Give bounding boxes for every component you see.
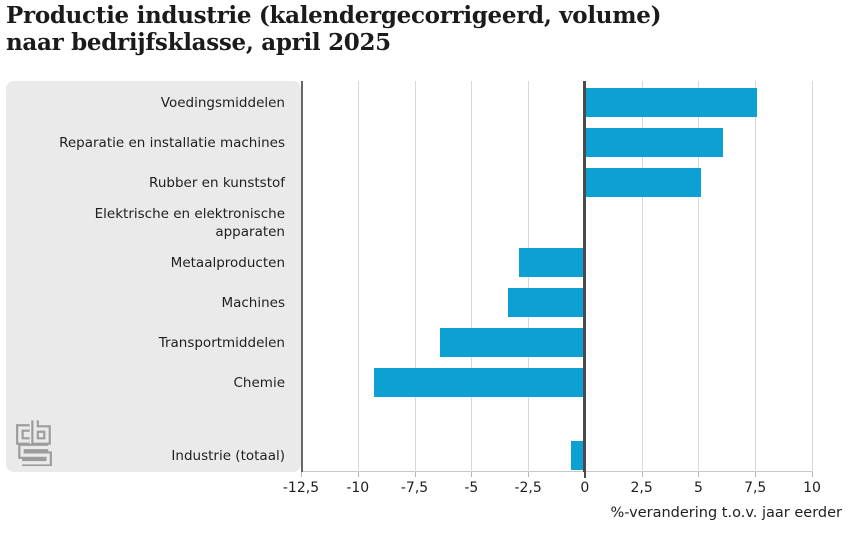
- gridline: [357, 81, 359, 472]
- menu-icon[interactable]: [832, 7, 856, 27]
- category-panel: [6, 81, 301, 472]
- tick-mark: [698, 472, 700, 477]
- bar[interactable]: [439, 328, 585, 357]
- y-axis-line: [301, 81, 303, 472]
- tick-mark: [414, 472, 416, 477]
- x-axis-line: [301, 471, 812, 472]
- category-label: Metaalproducten: [170, 254, 285, 271]
- x-tick-label: -7,5: [400, 480, 429, 496]
- x-tick-label: 5: [693, 480, 703, 496]
- plot-area: [301, 81, 813, 472]
- gridline: [698, 81, 700, 472]
- category-label: Industrie (totaal): [171, 447, 285, 464]
- tick-mark: [641, 472, 643, 477]
- x-tick-label: -12,5: [282, 480, 320, 496]
- x-tick-label: 0: [580, 480, 590, 496]
- bar[interactable]: [519, 248, 585, 277]
- gridline: [641, 81, 643, 472]
- x-tick-label: -2,5: [514, 480, 542, 496]
- chart-title: Productie industrie (kalendergecorrigeer…: [6, 2, 662, 56]
- x-tick-label: -5: [464, 480, 479, 496]
- bar[interactable]: [507, 288, 585, 317]
- cbs-logo: [16, 420, 52, 466]
- gridline: [414, 81, 416, 472]
- gridline: [755, 81, 757, 472]
- gridline: [812, 81, 813, 472]
- bar[interactable]: [584, 168, 701, 197]
- x-tick-label: 7,5: [744, 480, 767, 496]
- bar[interactable]: [584, 128, 724, 157]
- chart-region: %-verandering t.o.v. jaar eerder -12,5 -1…: [6, 81, 852, 533]
- tick-mark: [755, 472, 757, 477]
- category-label: Voedingsmiddelen: [160, 94, 285, 111]
- x-axis-label: %-verandering t.o.v. jaar eerder: [610, 505, 842, 521]
- tick-mark: [583, 472, 586, 478]
- tick-mark: [528, 472, 530, 477]
- tick-mark: [357, 472, 359, 477]
- x-tick-label: 10: [803, 480, 821, 496]
- bar[interactable]: [373, 368, 585, 397]
- category-label: Machines: [221, 294, 285, 311]
- category-label: Rubber en kunststof: [149, 174, 285, 191]
- bar[interactable]: [571, 441, 585, 470]
- tick-mark: [301, 472, 302, 477]
- x-tick-label: 2,5: [630, 480, 653, 496]
- bar[interactable]: [584, 88, 758, 117]
- tick-mark: [471, 472, 473, 477]
- zero-line: [583, 81, 587, 472]
- x-tick-label: -10: [346, 480, 370, 496]
- category-label: Chemie: [233, 374, 286, 391]
- tick-mark: [812, 472, 813, 477]
- category-label: Reparatie en installatie machines: [59, 134, 285, 151]
- category-label: Elektrische en elektronische apparaten: [94, 205, 285, 240]
- gridline: [471, 81, 473, 472]
- category-label: Transportmiddelen: [158, 334, 285, 351]
